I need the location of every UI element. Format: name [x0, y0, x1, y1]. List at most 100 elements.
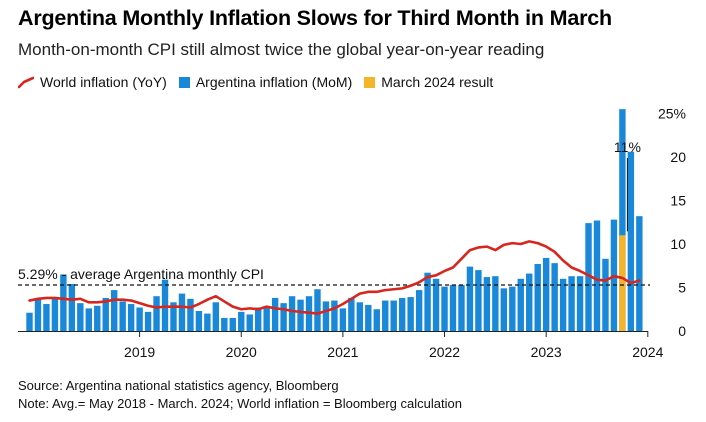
legend: World inflation (YoY) Argentina inflatio… [18, 71, 505, 93]
bar-argentina-mom [568, 276, 575, 331]
bar-argentina-mom [415, 290, 423, 331]
y-tick-label: 25% [658, 106, 686, 122]
bar-argentina-mom [500, 288, 508, 331]
bar-argentina-mom [34, 298, 42, 331]
bar-argentina-mom [161, 279, 169, 331]
bar-argentina-mom [466, 266, 474, 331]
bar-argentina-mom [127, 304, 135, 331]
bar-argentina-mom [94, 305, 101, 331]
bar-argentina-mom [254, 307, 262, 331]
bar-argentina-mom [43, 304, 50, 331]
x-tick-label: 2019 [124, 344, 155, 360]
bar-argentina-mom [593, 220, 601, 331]
bar-argentina-mom [51, 297, 59, 331]
bar-argentina-mom [204, 313, 211, 331]
x-tick-label: 2021 [327, 344, 358, 360]
bar-argentina-mom [144, 311, 152, 331]
footnote: Note: Avg.= May 2018 - March. 2024; Worl… [18, 396, 462, 411]
bar-argentina-mom [526, 273, 533, 331]
x-tick-label: 2020 [226, 344, 257, 360]
legend-line-swatch [18, 76, 34, 89]
line-world-inflation [28, 240, 641, 315]
bar-argentina-mom [441, 286, 448, 331]
legend-item-argentina: Argentina inflation (MoM) [178, 74, 353, 90]
bar-argentina-mom [382, 300, 389, 331]
y-tick-label: 20 [670, 149, 686, 165]
bar-argentina-mom [102, 297, 109, 331]
chart-title: Argentina Monthly Inflation Slows for Th… [18, 6, 612, 30]
bar-argentina-mom [551, 263, 558, 331]
bar-argentina-mom [432, 278, 440, 331]
bar-argentina-mom [398, 297, 406, 331]
bar-argentina-mom [246, 314, 253, 331]
chart-subtitle: Month-on-month CPI still almost twice th… [18, 40, 545, 59]
legend-label-argentina: Argentina inflation (MoM) [195, 74, 353, 90]
bar-argentina-mom [365, 304, 372, 331]
bar-argentina-mom [458, 284, 465, 331]
legend-label-world: World inflation (YoY) [40, 74, 167, 90]
bar-argentina-mom [314, 289, 321, 331]
x-tick-label: 2024 [632, 344, 663, 360]
bar-argentina-mom [170, 302, 177, 331]
bar-argentina-mom [85, 308, 92, 331]
bar-argentina-mom [119, 301, 126, 331]
bar-argentina-mom [280, 303, 287, 331]
y-tick-label: 10 [670, 236, 686, 252]
bar-argentina-mom [195, 310, 203, 331]
bar-argentina-mom [238, 311, 245, 331]
bar-argentina-mom [585, 223, 592, 331]
bar-argentina-mom [322, 301, 330, 331]
bar-argentina-mom [229, 317, 236, 331]
bar-argentina-mom [534, 264, 541, 331]
x-tick-label: 2023 [531, 344, 562, 360]
bar-argentina-mom [271, 297, 279, 331]
x-tick-label: 2022 [429, 344, 460, 360]
bar-argentina-mom [136, 307, 143, 331]
bar-argentina-mom [60, 274, 67, 331]
bar-argentina-mom [348, 297, 355, 331]
bar-argentina-mom [627, 151, 635, 331]
legend-label-march: March 2024 result [381, 74, 494, 90]
bar-argentina-mom [153, 296, 160, 331]
bar-argentina-mom [636, 216, 643, 331]
bar-argentina-mom [483, 277, 491, 331]
bar-argentina-mom [373, 309, 380, 331]
bar-argentina-mom [407, 297, 414, 331]
bar-march-2024 [619, 235, 626, 331]
bar-argentina-mom [339, 308, 347, 331]
bar-argentina-mom [475, 270, 482, 331]
bar-argentina-mom [449, 284, 457, 331]
bar-argentina-mom [26, 312, 33, 331]
bar-argentina-mom [509, 286, 516, 331]
bar-argentina-mom [576, 276, 584, 331]
legend-item-world: World inflation (YoY) [18, 74, 167, 90]
bar-argentina-mom [221, 317, 228, 331]
legend-item-march: March 2024 result [364, 74, 493, 90]
bar-argentina-mom [517, 278, 524, 331]
y-tick-label: 0 [678, 323, 686, 339]
bar-argentina-mom [542, 257, 550, 331]
bar-argentina-mom [263, 306, 270, 331]
bar-argentina-mom [178, 293, 186, 331]
bar-argentina-mom [390, 300, 397, 331]
bar-argentina-mom [356, 302, 364, 331]
legend-swatch-argentina [178, 76, 190, 88]
bar-argentina-mom [288, 296, 296, 331]
annotation-label: 11% [614, 139, 641, 155]
bar-argentina-mom [111, 290, 118, 331]
bar-argentina-mom [559, 278, 567, 331]
bar-argentina-mom [77, 303, 84, 331]
bar-argentina-mom [331, 300, 338, 331]
bar-argentina-mom [187, 298, 194, 331]
legend-swatch-march [364, 76, 376, 88]
bar-argentina-mom [424, 272, 431, 331]
source-note: Source: Argentina national statistics ag… [18, 378, 339, 393]
y-tick-label: 15 [670, 193, 686, 209]
bar-argentina-mom [492, 276, 499, 331]
bar-argentina-mom [602, 258, 609, 331]
bar-argentina-mom [297, 299, 304, 331]
y-tick-label: 5 [678, 280, 686, 296]
bar-argentina-mom [619, 109, 626, 332]
average-reference-label: 5.29% - average Argentina monthly CPI [18, 266, 264, 282]
